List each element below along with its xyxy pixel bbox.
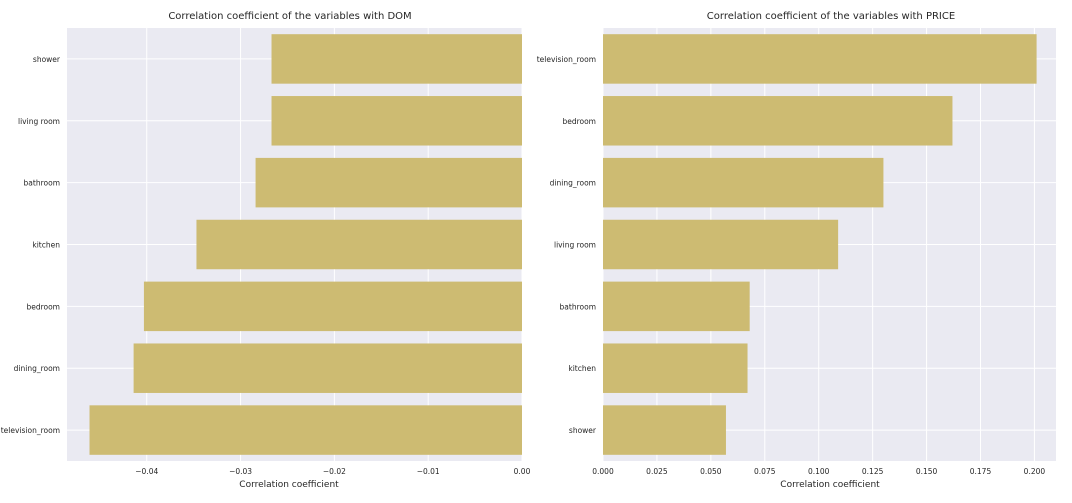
price-bar-bedroom bbox=[603, 96, 953, 146]
price-xtick-label: 0.000 bbox=[592, 467, 614, 476]
dom-bar-living-room bbox=[271, 96, 522, 146]
dom-ytick-label: bedroom bbox=[26, 302, 60, 311]
price-xtick-label: 0.125 bbox=[862, 467, 884, 476]
price-ytick-label: bedroom bbox=[562, 117, 596, 126]
dom-correlation-chart: shower living room bathroom kitchen bedroom d… bbox=[1, 11, 531, 490]
dom-ytick-label: bathroom bbox=[24, 179, 60, 188]
price-chart-title: Correlation coefficient of the variables… bbox=[707, 11, 955, 22]
dom-xtick-label: −0.01 bbox=[417, 467, 440, 476]
dom-xtick-label: −0.03 bbox=[229, 467, 252, 476]
dom-ytick-label: dining_room bbox=[14, 364, 60, 373]
price-xtick-label: 0.175 bbox=[970, 467, 992, 476]
dom-bar-television_room bbox=[89, 405, 522, 455]
dom-bar-bedroom bbox=[143, 281, 522, 332]
price-bar-dining_room bbox=[603, 157, 884, 208]
dom-chart-svg: shower living room bathroom kitchen bedroom d… bbox=[1, 11, 531, 490]
dom-ytick-label: kitchen bbox=[32, 241, 60, 250]
price-ytick-label: living room bbox=[554, 241, 596, 250]
price-ytick-label: television_room bbox=[537, 55, 596, 64]
price-ytick-label: bathroom bbox=[560, 302, 596, 311]
price-ytick-label: kitchen bbox=[568, 364, 596, 373]
dom-chart-title: Correlation coefficient of the variables… bbox=[168, 11, 411, 22]
dom-bar-kitchen bbox=[196, 219, 522, 270]
dom-xtick-label: −0.04 bbox=[135, 467, 158, 476]
dom-ytick-label: living room bbox=[18, 117, 60, 126]
dom-bar-dining_room bbox=[133, 343, 522, 393]
price-xtick-label: 0.200 bbox=[1024, 467, 1046, 476]
price-xtick-label: 0.050 bbox=[700, 467, 722, 476]
price-xtick-label: 0.075 bbox=[754, 467, 776, 476]
price-xtick-label: 0.100 bbox=[808, 467, 830, 476]
price-ytick-label: shower bbox=[569, 426, 597, 435]
price-xtick-label: 0.025 bbox=[646, 467, 668, 476]
dom-ytick-label: shower bbox=[33, 55, 61, 64]
dom-x-axis-label: Correlation coefficient bbox=[239, 480, 339, 490]
price-bar-living-room bbox=[603, 219, 839, 270]
price-ytick-label: dining_room bbox=[550, 179, 596, 188]
price-bar-shower bbox=[603, 405, 726, 455]
dom-xtick-label: −0.02 bbox=[323, 467, 346, 476]
dom-bar-bathroom bbox=[255, 157, 522, 208]
dom-ytick-label: television_room bbox=[1, 426, 60, 435]
price-xtick-label: 0.150 bbox=[916, 467, 938, 476]
price-bar-kitchen bbox=[603, 343, 748, 393]
price-bar-television_room bbox=[603, 34, 1037, 84]
price-x-axis-label: Correlation coefficient bbox=[780, 480, 880, 490]
dom-bar-shower bbox=[271, 34, 522, 84]
dom-xtick-label: 0.00 bbox=[514, 467, 531, 476]
price-bar-bathroom bbox=[603, 281, 750, 332]
